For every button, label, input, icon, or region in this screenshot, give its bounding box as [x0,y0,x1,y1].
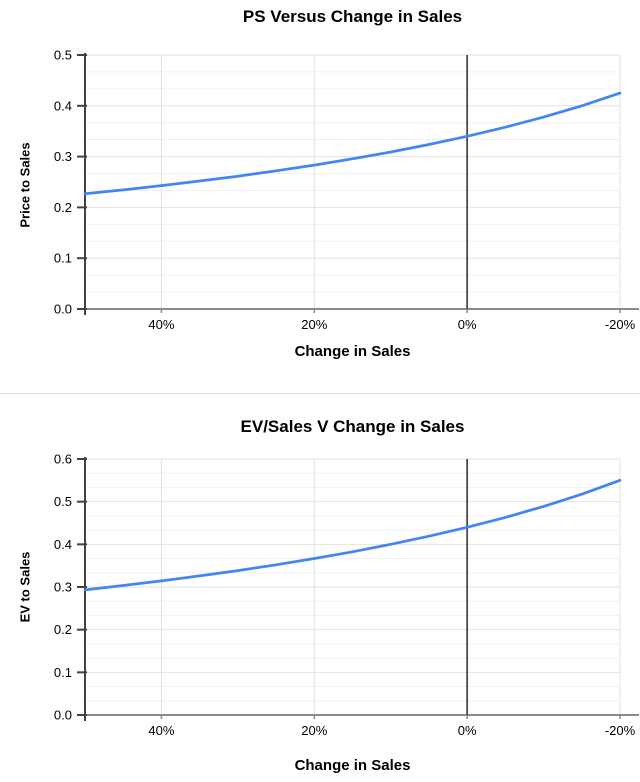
x-tick-label: 0% [458,723,477,738]
x-tick-label: 20% [301,317,327,332]
x-axis-title: Change in Sales [294,343,411,360]
y-axis-title: Price to Sales [17,142,33,228]
y-tick-label: 0.4 [54,98,72,113]
y-tick-label: 0.0 [54,302,72,317]
x-tick-label: -20% [605,317,636,332]
y-tick-label: 0.3 [54,580,72,595]
ps-vs-change-in-sales-chart: PS Versus Change in Sales 0.0 0.1 0.2 0.3 0.… [0,0,640,370]
y-tick-label: 0.4 [54,537,72,552]
y-tick-label: 0.6 [54,452,72,467]
chart-title: PS Versus Change in Sales [242,7,463,26]
x-tick-label: -20% [605,723,636,738]
y-tick-label: 0.5 [54,494,72,509]
y-tick-label: 0.1 [54,665,72,680]
plot-area: 0.0 0.1 0.2 0.3 0.4 0.5 0.6 40% 20% 0% -20% [54,452,639,738]
y-tick-label: 0.0 [54,708,72,723]
ev-sales-vs-change-in-sales-chart: EV/Sales V Change in Sales 0.0 0.1 0.2 0.3 0… [0,410,640,782]
section-divider [0,393,640,394]
chart-title: EV/Sales V Change in Sales [240,417,465,436]
plot-area: 0.0 0.1 0.2 0.3 0.4 0.5 40% 20% 0% -20% [54,48,639,332]
y-tick-label: 0.2 [54,622,72,637]
x-axis-title: Change in Sales [294,757,411,774]
y-tick-label: 0.5 [54,48,72,63]
x-tick-label: 20% [301,723,327,738]
x-tick-label: 0% [458,317,477,332]
y-tick-label: 0.1 [54,251,72,266]
y-tick-label: 0.3 [54,149,72,164]
series-line [83,91,622,196]
x-tick-label: 40% [148,317,174,332]
x-tick-label: 40% [148,723,174,738]
series-line [83,478,622,592]
y-tick-label: 0.2 [54,200,72,215]
y-axis-title: EV to Sales [17,551,33,623]
